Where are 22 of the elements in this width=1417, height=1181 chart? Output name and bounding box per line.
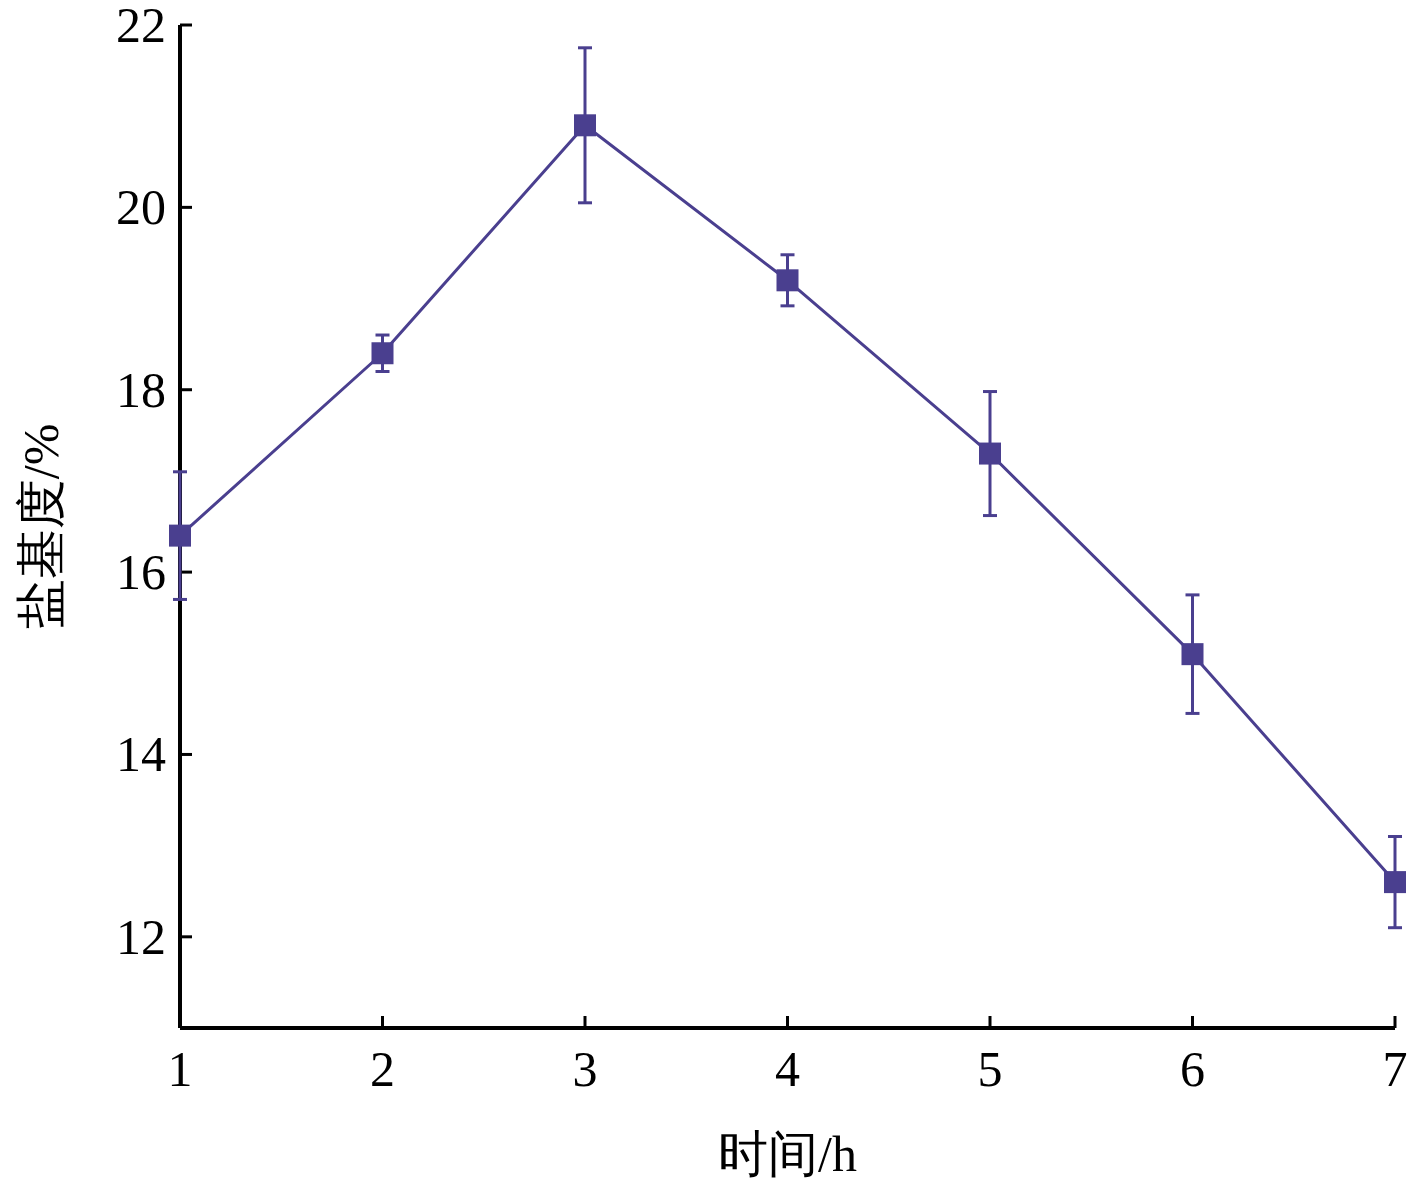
point — [979, 442, 1001, 465]
y-tick-label: 20 — [116, 179, 166, 236]
y-tick-label: 18 — [116, 361, 166, 418]
x-tick-label: 6 — [1180, 1041, 1205, 1097]
y-tick-label: 12 — [116, 908, 166, 965]
x-tick-label: 7 — [1382, 1041, 1408, 1097]
x-tick-label: 3 — [572, 1041, 598, 1097]
y-axis-title: 盐基度/% — [13, 423, 69, 630]
y-tick-label: 22 — [116, 0, 166, 53]
point — [776, 269, 799, 292]
x-tick-label: 1 — [167, 1041, 193, 1097]
x-tick-label: 5 — [977, 1041, 1003, 1097]
point — [1384, 871, 1406, 894]
x-axis-title: 时间/h — [718, 1126, 857, 1181]
point — [1181, 643, 1204, 666]
x-tick-label: 2 — [370, 1041, 395, 1097]
y-tick-label: 16 — [116, 544, 166, 601]
point — [371, 342, 394, 365]
point — [574, 114, 596, 137]
y-tick-label: 14 — [116, 726, 166, 783]
point — [169, 524, 191, 547]
x-tick-label: 4 — [775, 1041, 800, 1097]
